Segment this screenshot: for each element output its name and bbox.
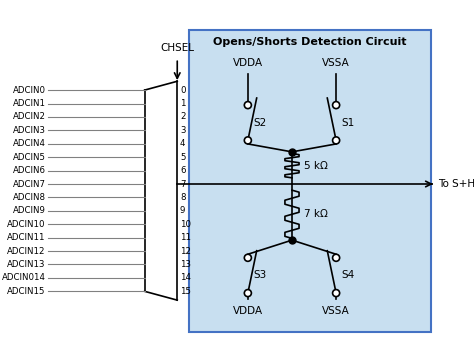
Circle shape — [244, 137, 251, 144]
Circle shape — [244, 290, 251, 296]
Circle shape — [333, 102, 340, 109]
Text: 15: 15 — [180, 287, 191, 296]
Text: ADCIN12: ADCIN12 — [7, 247, 46, 256]
Text: S1: S1 — [341, 118, 355, 128]
Text: 7: 7 — [180, 180, 185, 189]
Text: VSSA: VSSA — [322, 58, 350, 68]
Text: 12: 12 — [180, 247, 191, 256]
Text: S3: S3 — [253, 270, 266, 281]
Text: 1: 1 — [180, 99, 185, 108]
Circle shape — [244, 254, 251, 261]
Text: ADCIN0: ADCIN0 — [13, 85, 46, 94]
Text: ADCIN014: ADCIN014 — [2, 273, 46, 282]
Text: ADCIN3: ADCIN3 — [13, 126, 46, 135]
FancyBboxPatch shape — [189, 30, 430, 332]
Text: CHSEL: CHSEL — [160, 43, 194, 53]
Text: VDDA: VDDA — [233, 306, 263, 316]
Text: VDDA: VDDA — [233, 58, 263, 68]
Text: 6: 6 — [180, 166, 185, 175]
Text: ADCIN1: ADCIN1 — [13, 99, 46, 108]
Text: 5 kΩ: 5 kΩ — [304, 161, 328, 171]
Text: 11: 11 — [180, 233, 191, 242]
Text: S4: S4 — [341, 270, 355, 281]
Text: 9: 9 — [180, 206, 185, 215]
Text: ADCIN8: ADCIN8 — [13, 193, 46, 202]
Text: ADCIN15: ADCIN15 — [7, 287, 46, 296]
Text: 7 kΩ: 7 kΩ — [304, 209, 328, 219]
Text: ADCIN9: ADCIN9 — [13, 206, 46, 215]
Circle shape — [333, 137, 340, 144]
Text: ADCIN5: ADCIN5 — [13, 153, 46, 162]
Text: 14: 14 — [180, 273, 191, 282]
Text: 2: 2 — [180, 113, 185, 121]
Text: ADCIN7: ADCIN7 — [13, 180, 46, 189]
Text: ADCIN4: ADCIN4 — [13, 139, 46, 148]
Text: Opens/Shorts Detection Circuit: Opens/Shorts Detection Circuit — [213, 37, 406, 47]
Text: 0: 0 — [180, 85, 185, 94]
Text: 3: 3 — [180, 126, 185, 135]
Text: 8: 8 — [180, 193, 185, 202]
Text: 4: 4 — [180, 139, 185, 148]
Circle shape — [333, 254, 340, 261]
Text: S2: S2 — [253, 118, 266, 128]
Text: ADCIN2: ADCIN2 — [13, 113, 46, 121]
Text: To S+H: To S+H — [438, 179, 474, 189]
Text: ADCIN11: ADCIN11 — [7, 233, 46, 242]
Circle shape — [244, 102, 251, 109]
Text: ADCIN10: ADCIN10 — [7, 220, 46, 229]
Text: 5: 5 — [180, 153, 185, 162]
Circle shape — [333, 290, 340, 296]
Text: ADCIN6: ADCIN6 — [13, 166, 46, 175]
Text: 10: 10 — [180, 220, 191, 229]
Text: 13: 13 — [180, 260, 191, 269]
Text: VSSA: VSSA — [322, 306, 350, 316]
Text: ADCIN13: ADCIN13 — [7, 260, 46, 269]
